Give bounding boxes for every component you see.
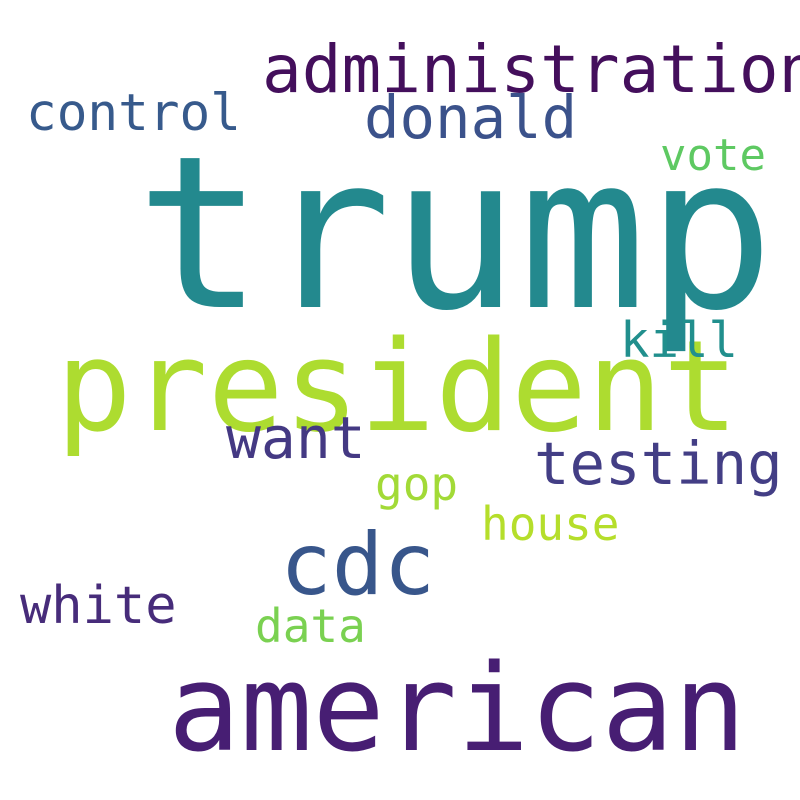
word-want: want [226, 404, 366, 472]
word-white: white [20, 576, 177, 636]
word-kill: kill [620, 312, 739, 369]
word-trump: trump [136, 110, 775, 357]
word-data: data [255, 599, 366, 653]
word-testing: testing [534, 429, 783, 498]
word-american: american [168, 640, 746, 779]
word-gop: gop [375, 457, 459, 511]
word-administration: administration [262, 31, 800, 108]
word-control: control [26, 84, 241, 143]
word-donald: donald [364, 83, 578, 152]
word-house: house [481, 497, 620, 551]
word-cdc: cdc [280, 515, 436, 615]
word-vote: vote [660, 130, 766, 181]
word-president: president [56, 313, 739, 460]
